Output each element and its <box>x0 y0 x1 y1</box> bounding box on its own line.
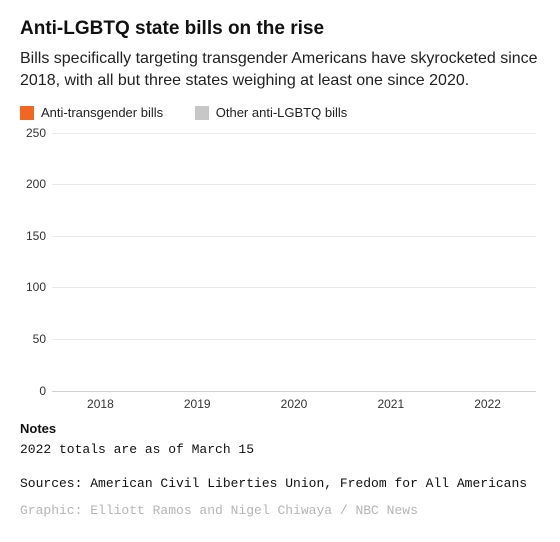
grid-line <box>52 391 536 392</box>
legend-label-series1: Anti-transgender bills <box>41 105 163 120</box>
grid-line <box>52 339 536 340</box>
y-tick-label: 100 <box>26 280 46 294</box>
y-tick-label: 0 <box>39 384 46 398</box>
swatch-series2 <box>195 106 209 120</box>
legend: Anti-transgender bills Other anti-LGBTQ … <box>20 105 540 123</box>
grid-line <box>52 184 536 185</box>
chart-title: Anti-LGBTQ state bills on the rise <box>20 18 540 40</box>
y-tick-label: 200 <box>26 177 46 191</box>
x-tick-label: 2018 <box>52 393 149 413</box>
y-axis: 050100150200250 <box>20 133 52 391</box>
grid-line <box>52 133 536 134</box>
sources: Sources: American Civil Liberties Union,… <box>20 474 540 495</box>
y-tick-label: 250 <box>26 126 46 140</box>
y-tick-label: 150 <box>26 229 46 243</box>
x-tick-label: 2022 <box>439 393 536 413</box>
grid-line <box>52 236 536 237</box>
graphic-credit: Graphic: Elliott Ramos and Nigel Chiwaya… <box>20 501 540 522</box>
notes-heading: Notes <box>20 421 540 436</box>
notes-body: 2022 totals are as of March 15 <box>20 440 540 461</box>
legend-item-series1: Anti-transgender bills <box>20 105 163 120</box>
x-tick-label: 2021 <box>342 393 439 413</box>
legend-label-series2: Other anti-LGBTQ bills <box>216 105 348 120</box>
plot-area <box>52 133 536 391</box>
chart-subtitle: Bills specifically targeting transgender… <box>20 48 540 91</box>
grid-line <box>52 287 536 288</box>
chart: 050100150200250 20182019202020212022 <box>20 133 540 413</box>
x-axis: 20182019202020212022 <box>52 393 536 413</box>
x-tick-label: 2020 <box>246 393 343 413</box>
y-tick-label: 50 <box>33 332 46 346</box>
swatch-series1 <box>20 106 34 120</box>
bars-container <box>52 133 536 391</box>
legend-item-series2: Other anti-LGBTQ bills <box>195 105 348 120</box>
x-tick-label: 2019 <box>149 393 246 413</box>
